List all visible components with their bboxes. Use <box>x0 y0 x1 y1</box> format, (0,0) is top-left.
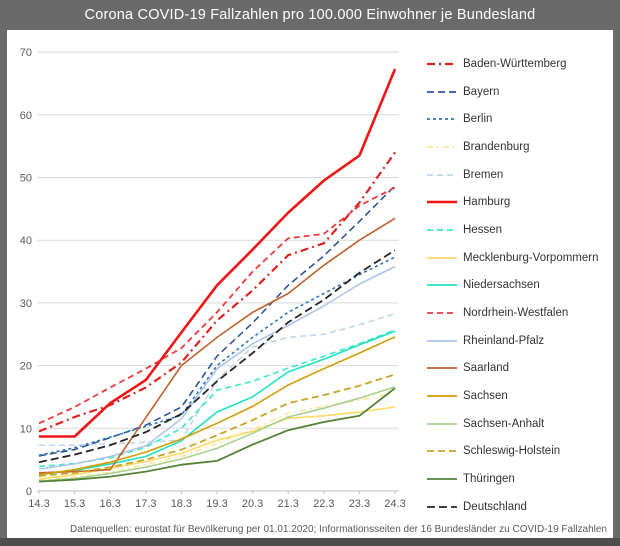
series-line-bremen <box>39 312 396 447</box>
legend-label: Sachsen-Anhalt <box>463 417 545 430</box>
legend-line-swatch <box>427 367 457 370</box>
legend-label: Berlin <box>463 113 493 126</box>
x-tick-label: 20.3 <box>242 498 263 510</box>
series-line-sachsen-anhalt <box>38 386 396 482</box>
legend-item: Deutschland <box>426 493 611 521</box>
series-line-niedersachsen <box>38 330 396 476</box>
legend-item: Sachsen-Anhalt <box>426 410 611 438</box>
legend-line-swatch <box>427 146 457 148</box>
line-chart: 0 10 20 30 40 50 60 70 14.3 15.3 16.3 17.3 18.3 19.3 2… <box>20 47 406 510</box>
x-tick-label: 18.3 <box>171 498 192 510</box>
legend-item: Nordrhein-Westfalen <box>426 299 611 327</box>
legend-item: Hessen <box>426 216 611 244</box>
legend-label: Brandenburg <box>463 140 530 153</box>
legend-line-swatch <box>427 200 457 204</box>
series-line-sachsen <box>38 336 396 476</box>
legend-item: Niedersachsen <box>426 272 611 300</box>
chart-panel: 0 10 20 30 40 50 60 70 14.3 15.3 16.3 17.3 18.3 19.3 2… <box>7 30 613 538</box>
series-line-th-ringen <box>38 387 396 483</box>
x-tick-label: 17.3 <box>135 498 156 510</box>
legend-label: Nordrhein-Westfalen <box>463 307 569 320</box>
x-tick-label: 24.3 <box>384 498 405 510</box>
legend-line-swatch <box>427 422 457 425</box>
legend-line-swatch <box>427 256 457 259</box>
legend-label: Schleswig-Holstein <box>463 445 561 458</box>
legend-label: Hamburg <box>463 196 511 209</box>
series-line-bayern <box>38 185 396 457</box>
legend-item: Bayern <box>426 78 611 106</box>
chart-legend: Baden-Württemberg Bayern Berlin Brandenburg… <box>426 50 611 521</box>
y-tick-label: 0 <box>26 486 32 498</box>
title-bar: Corona COVID-19 Fallzahlen pro 100.000 E… <box>0 0 620 30</box>
legend-line-swatch <box>427 450 457 453</box>
legend-item: Baden-Württemberg <box>426 50 611 78</box>
series-line-saarland <box>38 217 396 474</box>
y-tick-label: 10 <box>20 423 32 435</box>
x-tick-label: 14.3 <box>28 498 49 510</box>
y-tick-label: 40 <box>20 235 32 247</box>
legend-line-swatch <box>427 312 457 314</box>
series-line-deutschland <box>38 249 396 464</box>
legend-label: Bremen <box>463 168 504 181</box>
x-tick-label: 15.3 <box>64 498 85 510</box>
x-tick-label: 23.3 <box>349 498 370 510</box>
legend-item: Schleswig-Holstein <box>426 438 611 466</box>
legend-label: Niedersachsen <box>463 279 540 292</box>
legend-item: Berlin <box>426 105 611 133</box>
legend-line-swatch <box>427 62 457 65</box>
legend-label: Thüringen <box>463 473 515 486</box>
legend-label: Deutschland <box>463 500 527 513</box>
legend-label: Mecklenburg-Vorpommern <box>463 251 599 264</box>
series-line-nordrhein-westfalen <box>38 186 396 425</box>
legend-item: Brandenburg <box>426 133 611 161</box>
y-tick-label: 50 <box>20 173 32 185</box>
series-line-schleswig-holstein <box>38 373 396 477</box>
legend-label: Bayern <box>463 85 500 98</box>
y-tick-label: 60 <box>20 110 32 122</box>
legend-line-swatch <box>427 90 457 93</box>
legend-label: Rheinland-Pfalz <box>463 334 545 347</box>
legend-label: Sachsen <box>463 390 508 403</box>
bottom-bar <box>0 538 620 546</box>
legend-label: Saarland <box>463 362 510 375</box>
x-tick-label: 19.3 <box>206 498 227 510</box>
y-tick-label: 20 <box>20 361 32 373</box>
page-title: Corona COVID-19 Fallzahlen pro 100.000 E… <box>84 7 536 23</box>
legend-label: Hessen <box>463 223 502 236</box>
legend-label: Baden-Württemberg <box>463 57 567 70</box>
legend-item: Mecklenburg-Vorpommern <box>426 244 611 272</box>
x-tick-label: 22.3 <box>313 498 334 510</box>
legend-item: Hamburg <box>426 188 611 216</box>
y-tick-label: 30 <box>20 298 32 310</box>
data-sources-note: Datenquellen: eurostat für Bevölkerung p… <box>70 524 607 535</box>
series-line-berlin <box>38 256 396 457</box>
legend-item: Sachsen <box>426 382 611 410</box>
series-line-baden-w-rttemberg <box>38 151 396 433</box>
series-line-rheinland-pfalz <box>38 265 396 470</box>
legend-line-swatch <box>427 284 457 287</box>
legend-item: Saarland <box>426 355 611 383</box>
legend-item: Bremen <box>426 161 611 189</box>
legend-item: Thüringen <box>426 465 611 493</box>
legend-item: Rheinland-Pfalz <box>426 327 611 355</box>
legend-line-swatch <box>427 395 457 397</box>
legend-line-swatch <box>427 229 457 231</box>
x-tick-label: 21.3 <box>277 498 298 510</box>
series-line-hessen <box>38 329 396 468</box>
legend-line-swatch <box>427 339 457 342</box>
y-tick-label: 70 <box>20 47 32 59</box>
legend-line-swatch <box>427 478 457 481</box>
legend-line-swatch <box>427 118 457 121</box>
legend-line-swatch <box>427 505 457 508</box>
series-line-hamburg <box>39 68 397 438</box>
x-tick-label: 16.3 <box>99 498 120 510</box>
legend-line-swatch <box>427 173 457 176</box>
